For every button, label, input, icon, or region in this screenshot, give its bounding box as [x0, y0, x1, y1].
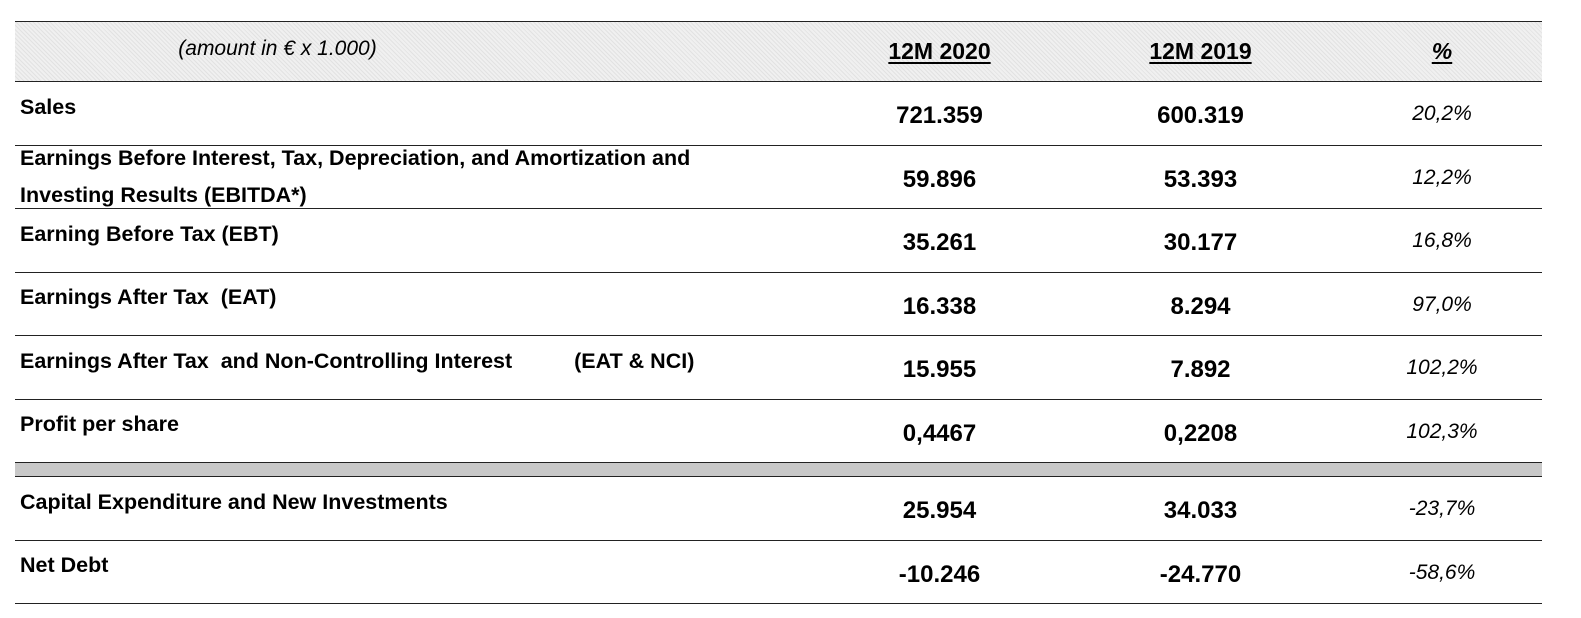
row-label: Profit per share	[20, 412, 179, 437]
value-2019: 7.892	[1170, 356, 1231, 384]
value-2020: 16.338	[902, 292, 977, 320]
table-header-row: (amount in € x 1.000) 12M 2020 12M 2019 …	[15, 21, 1542, 82]
table-row-eat: Earnings After Tax (EAT) 16.338 8.294 97…	[15, 273, 1542, 336]
value-2019: 34.033	[1163, 497, 1238, 525]
value-2019: -24.770	[1159, 560, 1242, 588]
value-percent: 16,8%	[1412, 229, 1472, 253]
value-2020: 15.955	[902, 356, 977, 384]
value-percent: -23,7%	[1408, 497, 1476, 521]
header-percent: %	[1431, 38, 1453, 64]
table-row-ebitda: Earnings Before Interest, Tax, Depreciat…	[15, 146, 1542, 209]
row-label-line1: Earnings Before Interest, Tax, Depreciat…	[20, 145, 691, 170]
header-amount-label: (amount in € x 1.000)	[178, 36, 377, 60]
row-label-line2: Investing Results (EBITDA*)	[20, 182, 307, 207]
value-2019: 0,2208	[1163, 419, 1238, 447]
value-2020: 35.261	[902, 229, 977, 257]
table-row-capex: Capital Expenditure and New Investments …	[15, 477, 1542, 541]
value-percent: -58,6%	[1408, 560, 1476, 584]
table-row-net-debt: Net Debt -10.246 -24.770 -58,6%	[15, 541, 1542, 604]
row-label-suffix: (EAT & NCI)	[574, 348, 695, 373]
value-percent: 12,2%	[1412, 165, 1472, 189]
value-2020: 721.359	[896, 102, 983, 130]
value-2020: 59.896	[902, 165, 977, 193]
value-2020: -10.246	[898, 560, 981, 588]
value-2019: 8.294	[1170, 292, 1231, 320]
header-12m-2020: 12M 2020	[888, 38, 991, 64]
value-percent: 102,3%	[1406, 419, 1478, 443]
value-2019: 53.393	[1163, 165, 1238, 193]
table-row-ebt: Earning Before Tax (EBT) 35.261 30.177 1…	[15, 209, 1542, 273]
row-label: Sales	[20, 94, 77, 119]
financial-results-table: (amount in € x 1.000) 12M 2020 12M 2019 …	[15, 21, 1542, 604]
value-2019: 600.319	[1157, 102, 1244, 130]
table-row-profit-per-share: Profit per share 0,4467 0,2208 102,3%	[15, 400, 1542, 463]
row-label: Net Debt	[20, 553, 109, 578]
row-label: Earning Before Tax (EBT)	[20, 221, 279, 246]
value-2019: 30.177	[1163, 229, 1238, 257]
row-label: Capital Expenditure and New Investments	[20, 489, 448, 514]
section-separator	[15, 463, 1542, 477]
header-12m-2019: 12M 2019	[1149, 38, 1252, 64]
value-2020: 25.954	[902, 497, 977, 525]
value-percent: 102,2%	[1406, 356, 1478, 380]
table-row-sales: Sales 721.359 600.319 20,2%	[15, 82, 1542, 146]
table-row-eat-nci: Earnings After Tax and Non-Controlling I…	[15, 336, 1542, 400]
value-percent: 20,2%	[1412, 102, 1472, 126]
row-label: Earnings After Tax (EAT)	[20, 285, 277, 310]
row-label: Earnings After Tax and Non-Controlling I…	[20, 348, 513, 373]
value-2020: 0,4467	[902, 419, 977, 447]
value-percent: 97,0%	[1412, 292, 1472, 316]
